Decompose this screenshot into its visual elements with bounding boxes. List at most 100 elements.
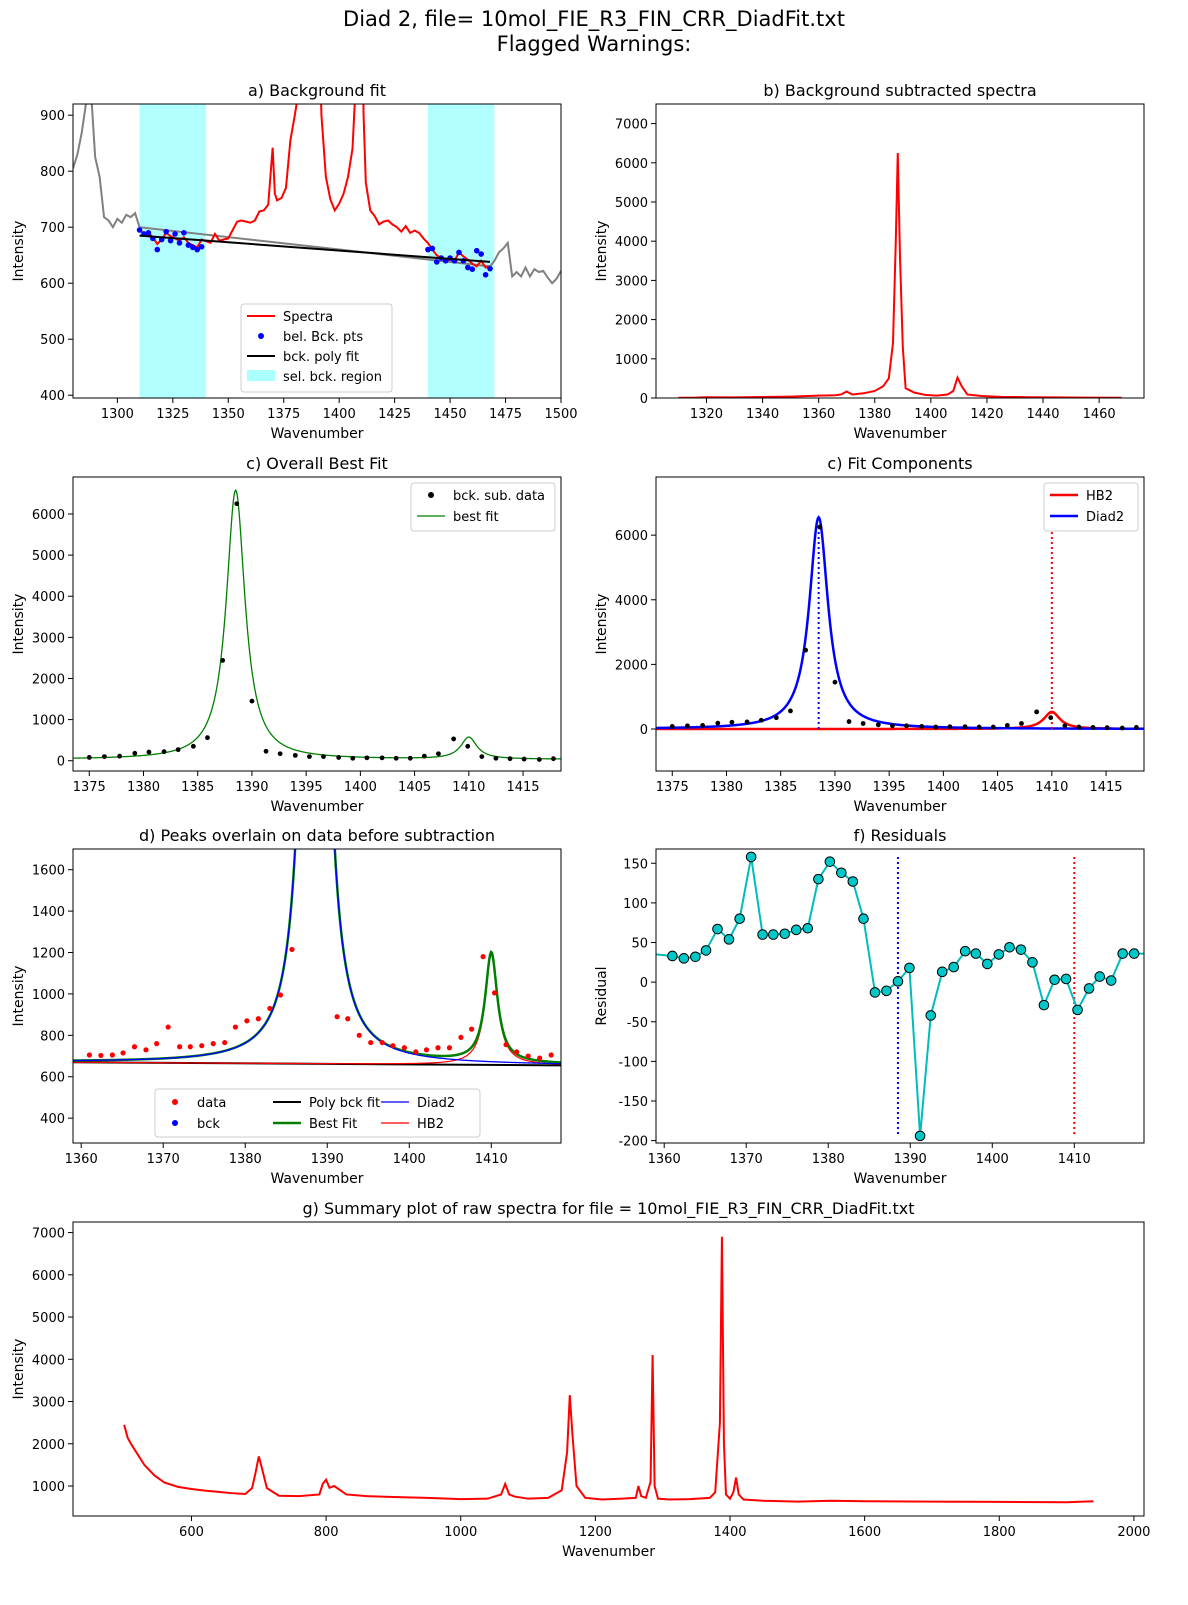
bck-sub-data-point	[990, 724, 996, 730]
residual-point	[1072, 1004, 1083, 1016]
x-tick-label: 1390	[818, 780, 851, 795]
bck-pts-point	[456, 249, 462, 256]
legend: HB2 Diad2	[1043, 482, 1139, 532]
bck-sub-data-point	[1076, 724, 1082, 730]
bck-sub-data-point	[1119, 725, 1125, 731]
legend-label: Diad2	[1086, 510, 1124, 525]
y-tick-label: 0	[640, 976, 648, 991]
x-tick-label: 1380	[858, 407, 891, 422]
y-axis-label: Intensity	[11, 1339, 27, 1400]
residual-point	[700, 945, 712, 956]
x-tick-label: 1395	[873, 780, 906, 795]
y-tick-label: 2000	[615, 658, 648, 673]
chart-panel-c1: c) Overall Best Fit Wavenumber Intensity 13…	[11, 454, 562, 815]
x-tick-label: 1390	[235, 780, 268, 795]
bck-sub-data-point	[1004, 723, 1010, 728]
residual-point	[1128, 948, 1140, 959]
chart-title: f) Residuals	[854, 826, 947, 845]
bck-sub-data-point	[729, 719, 735, 725]
y-tick-label: 4000	[615, 594, 648, 609]
y-tick-label: 0	[57, 755, 65, 770]
bck-pts-point	[465, 264, 471, 271]
bck-pts-point	[198, 244, 205, 250]
y-axis-label: Intensity	[594, 594, 610, 655]
x-tick-label: 1200	[579, 1525, 612, 1540]
data-point	[503, 1042, 509, 1048]
data-point	[480, 954, 486, 960]
data-point	[98, 1052, 104, 1059]
bck-sub-data-point	[1019, 721, 1024, 726]
bck-sub-data-point	[803, 647, 809, 653]
bck-sub-data-point	[393, 755, 399, 761]
data-point	[154, 1041, 160, 1047]
bck-sub-data-point	[364, 755, 370, 761]
residual-point	[1015, 944, 1027, 955]
data-point	[120, 1050, 126, 1056]
residual-point	[904, 962, 915, 974]
bck-sub-data-point	[507, 756, 513, 762]
bck-sub-data-point	[904, 723, 909, 729]
y-tick-label: 600	[40, 1071, 65, 1086]
residual-point	[1038, 999, 1050, 1011]
axes-frame	[72, 848, 562, 1144]
residual-point	[948, 961, 960, 973]
x-tick-label: 1500	[544, 407, 577, 422]
bck-sub-data-point	[350, 755, 356, 761]
legend-label: bck. poly fit	[283, 350, 359, 365]
data-point	[413, 1049, 419, 1055]
x-tick-label: 1405	[981, 780, 1014, 795]
data-point	[390, 1043, 396, 1049]
x-axis-label: Wavenumber	[853, 426, 946, 442]
x-tick-label: 1400	[927, 780, 960, 795]
data-point	[277, 992, 284, 998]
data-point	[165, 1024, 171, 1030]
x-tick-label: 1385	[764, 780, 797, 795]
chart-panels: a) Background fit Wavenumber Intensity 1300…	[11, 81, 1150, 1560]
legend: Spectra bel. Bck. pts bck. poly fit sel. bc…	[240, 303, 393, 393]
legend-label: Diad2	[417, 1096, 455, 1111]
x-tick-label: 1405	[398, 780, 431, 795]
axes-frame	[655, 848, 1145, 1144]
bck-pts-point	[487, 265, 493, 272]
residual-point	[767, 929, 779, 940]
legend-label: bel. Bck. pts	[283, 330, 363, 345]
residual-point	[723, 934, 735, 945]
residual-point	[993, 949, 1005, 960]
data-point	[334, 1014, 340, 1020]
x-tick-label: 1300	[101, 407, 134, 422]
bck-sub-data-point	[132, 750, 138, 756]
data-point	[222, 1039, 228, 1046]
x-tick-label: 1440	[1026, 407, 1059, 422]
data-point	[177, 1044, 183, 1050]
data-point	[548, 1052, 554, 1058]
bck-sub-data-point	[190, 743, 196, 749]
residual-point	[1083, 983, 1095, 994]
y-tick-label: 100	[623, 897, 648, 912]
bck-sub-data-point	[117, 753, 123, 759]
data-point	[458, 1034, 464, 1041]
x-tick-label: 1415	[1089, 780, 1122, 795]
residual-point	[858, 913, 869, 925]
residual-point	[712, 923, 723, 935]
y-tick-label: 2000	[32, 1438, 65, 1453]
x-axis-label: Wavenumber	[270, 1171, 363, 1187]
y-tick-label: 150	[623, 857, 648, 872]
legend-box	[240, 303, 393, 393]
bck-sub-data-point	[146, 749, 152, 755]
y-tick-label: 1000	[615, 353, 648, 368]
legend-label: Poly bck fit	[309, 1096, 380, 1111]
bck-sub-data-point	[875, 722, 881, 728]
residual-point	[959, 945, 971, 957]
plot-area	[73, 104, 561, 398]
y-tick-label: 3000	[615, 274, 648, 289]
legend-swatch	[258, 333, 264, 339]
bck-sub-data-point	[263, 748, 269, 754]
x-tick-label: 1400	[914, 407, 947, 422]
legend-label: sel. bck. region	[283, 370, 382, 385]
data-point	[446, 1045, 453, 1051]
x-tick-label: 1450	[434, 407, 467, 422]
chart-title: d) Peaks overlain on data before subtrac…	[139, 826, 495, 845]
x-tick-label: 1410	[1035, 780, 1068, 795]
x-axis-label: Wavenumber	[853, 799, 946, 815]
spectra-line	[678, 152, 1122, 398]
